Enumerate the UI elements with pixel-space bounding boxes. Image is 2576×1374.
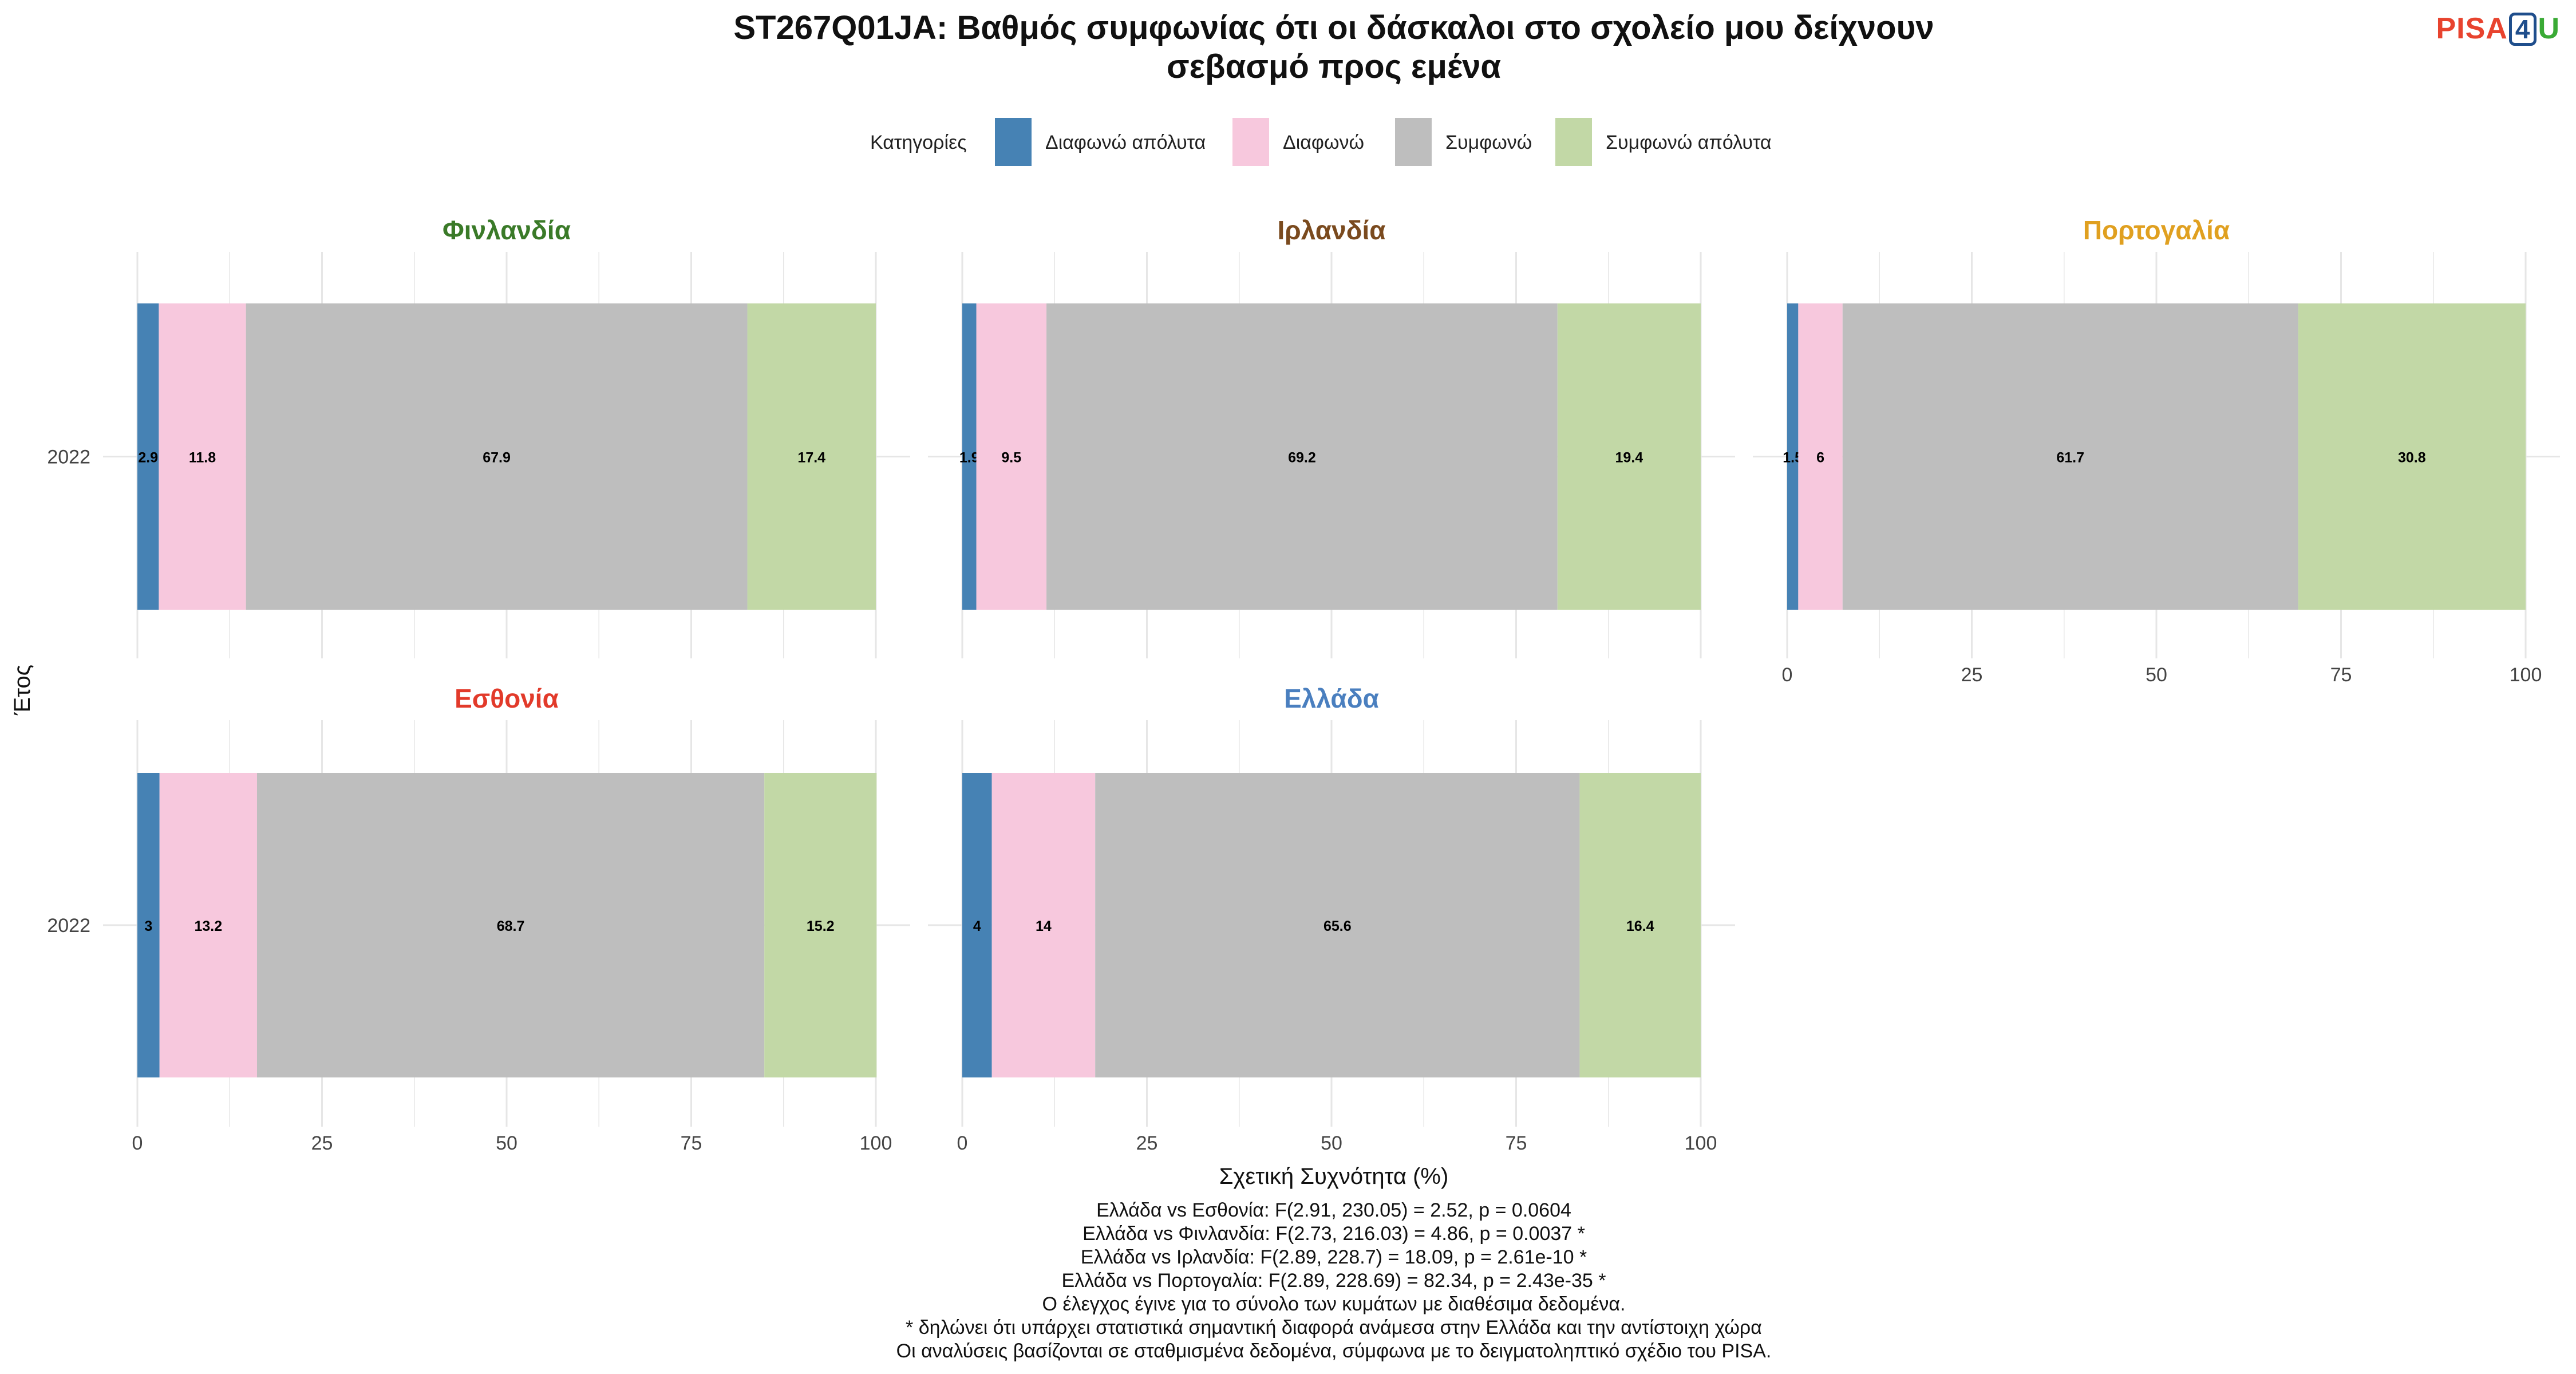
bar-value-label: 1.9 [959,450,979,466]
bar-segment [1798,303,1843,610]
footnote: Οι αναλύσεις βασίζονται σε σταθμισμένα δ… [896,1340,1772,1362]
panel-title: Εσθονία [455,684,559,713]
bar-segment [764,773,877,1077]
bar-value-label: 2.9 [138,450,158,466]
bar-value-label: 9.5 [1001,450,1021,466]
x-tick-label: 100 [860,1132,892,1154]
footnote: Ελλάδα vs Φινλανδία: F(2.73, 216.03) = 4… [1082,1223,1585,1245]
x-tick-label: 50 [2146,664,2167,686]
bar-segment [246,303,748,610]
bar-segment [991,773,1096,1077]
y-tick-label: 2022 [47,915,90,937]
legend-label: Διαφωνώ [1283,132,1364,153]
x-axis-title: Σχετική Συχνότητα (%) [1219,1164,1449,1189]
panel-title: Πορτογαλία [2083,215,2230,245]
chart-title: σεβασμό προς εμένα [1167,48,1501,85]
panel-title: Ελλάδα [1284,684,1379,713]
x-tick-label: 75 [681,1132,702,1154]
bar-value-label: 61.7 [2056,450,2084,466]
x-tick-label: 75 [2330,664,2352,686]
panel-title: Φινλανδία [442,215,571,245]
y-axis-title: Έτος [10,665,35,716]
bar-value-label: 16.4 [1626,918,1654,934]
bar-value-label: 68.7 [497,918,525,934]
bar-segment [1557,303,1701,610]
legend-title: Κατηγορίες [870,132,967,153]
footnote: Ελλάδα vs Ιρλανδία: F(2.89, 228.7) = 18.… [1081,1246,1587,1268]
bar-segment [962,773,992,1077]
bar-segment [256,773,765,1077]
bar-segment [1842,303,2298,610]
bar-value-label: 67.9 [483,450,511,466]
legend-label: Συμφωνώ [1445,132,1532,153]
bar-segment [1095,773,1580,1077]
bar-value-label: 11.8 [189,450,216,466]
bar-value-label: 69.2 [1288,450,1316,466]
x-tick-label: 25 [311,1132,333,1154]
bar-segment [1579,773,1701,1077]
bar-value-label: 13.2 [195,918,223,934]
bar-value-label: 19.4 [1615,450,1643,466]
legend-swatch [995,118,1032,166]
legend-swatch [1555,118,1592,166]
bar-value-label: 65.6 [1323,918,1352,934]
bar-value-label: 17.4 [797,450,825,466]
panel-title: Ιρλανδία [1277,215,1385,245]
legend-label: Διαφωνώ απόλυτα [1045,132,1206,153]
y-tick-label: 2022 [47,447,90,468]
footnote: * δηλώνει ότι υπάρχει στατιστικά σημαντι… [906,1317,1762,1339]
bar-segment [2298,303,2526,610]
bar-segment [137,303,159,610]
x-tick-label: 25 [1961,664,1983,686]
x-tick-label: 100 [1685,1132,1717,1154]
x-tick-label: 25 [1136,1132,1158,1154]
bar-segment [137,773,160,1077]
chart-title: ST267Q01JA: Βαθμός συμφωνίας ότι οι δάσκ… [733,9,1934,46]
legend-swatch [1395,118,1432,166]
bar-value-label: 30.8 [2398,450,2426,466]
bar-value-label: 4 [973,918,981,934]
bar-value-label: 3 [144,918,152,934]
x-tick-label: 50 [496,1132,517,1154]
x-tick-label: 0 [1782,664,1793,686]
bar-segment [962,303,977,610]
bar-segment [159,773,257,1077]
bar-segment [159,303,246,610]
footnote: Ελλάδα vs Πορτογαλία: F(2.89, 228.69) = … [1062,1270,1606,1292]
x-tick-label: 100 [2510,664,2542,686]
legend-label: Συμφωνώ απόλυτα [1606,132,1772,153]
bar-value-label: 15.2 [807,918,835,934]
legend-swatch [1232,118,1269,166]
x-tick-label: 0 [957,1132,968,1154]
x-tick-label: 0 [132,1132,143,1154]
bar-segment [747,303,876,610]
pisa4u-logo: PISA 4 U [2436,12,2560,46]
bar-value-label: 14 [1036,918,1052,934]
bar-segment [1787,303,1799,610]
footnote: Ελλάδα vs Εσθονία: F(2.91, 230.05) = 2.5… [1096,1199,1571,1221]
bar-value-label: 6 [1816,450,1824,466]
bar-segment [1046,303,1558,610]
footnote: Ο έλεγχος έγινε για το σύνολο των κυμάτω… [1042,1293,1626,1315]
x-tick-label: 50 [1321,1132,1342,1154]
bar-segment [976,303,1047,610]
x-tick-label: 75 [1506,1132,1527,1154]
